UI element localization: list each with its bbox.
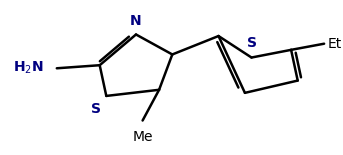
- Text: H$_2$N: H$_2$N: [13, 60, 44, 76]
- Text: S: S: [91, 102, 102, 116]
- Text: Et: Et: [328, 37, 342, 51]
- Text: Me: Me: [132, 130, 153, 144]
- Text: N: N: [130, 14, 142, 28]
- Text: S: S: [247, 36, 257, 50]
